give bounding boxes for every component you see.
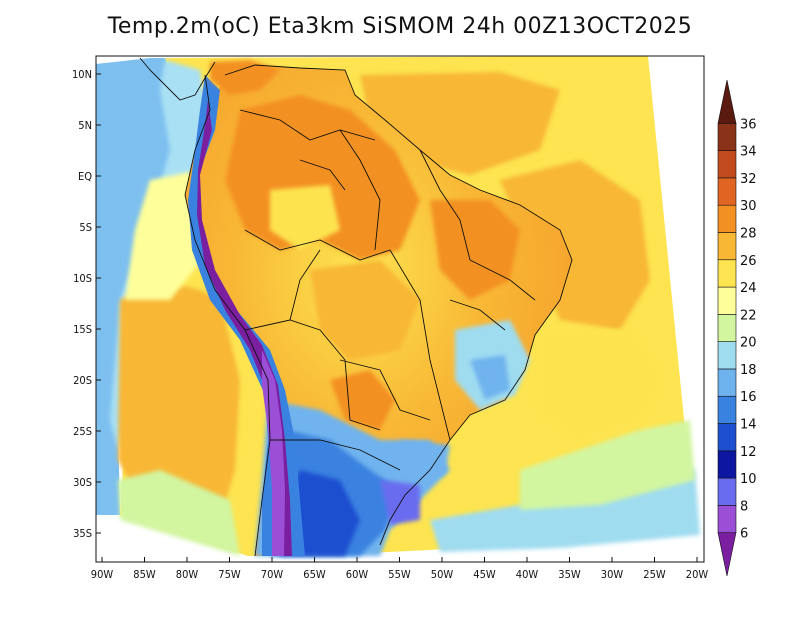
lat-label: 30S	[73, 476, 92, 489]
colorbar-label: 26	[740, 254, 757, 269]
pacific-warm-zone	[118, 285, 240, 520]
colorbar-label: 36	[740, 117, 757, 132]
lon-label: 25W	[643, 568, 666, 581]
lat-label: 25S	[73, 425, 92, 438]
map-title: Temp.2m(oC) Eta3km SiSMOM 24h 00Z13OCT20…	[107, 14, 693, 39]
colorbar-swatch	[717, 505, 737, 534]
colorbar-label: 22	[740, 308, 757, 323]
colorbar-label: 34	[740, 145, 757, 160]
colorbar-swatch	[717, 177, 737, 206]
lon-label: 35W	[558, 568, 581, 581]
lat-label: EQ	[78, 170, 92, 183]
lat-label: 35S	[73, 527, 92, 540]
colorbar-swatch	[717, 122, 737, 151]
country-borders	[184, 64, 573, 557]
lon-label: 55W	[388, 568, 411, 581]
colorbar-swatch	[717, 259, 737, 288]
colorbar-swatch	[717, 341, 737, 370]
andes-purple-core	[262, 350, 285, 556]
lon-label: 80W	[176, 568, 199, 581]
colorbar-label: 30	[740, 199, 757, 214]
colorbar: 6 8 10 12 14 16 18 20 22 24 26 28 30 32 34 36	[717, 79, 757, 577]
lon-label: 85W	[133, 568, 156, 581]
lon-label: 70W	[261, 568, 284, 581]
colorbar-label: 20	[740, 336, 757, 351]
colorbar-label: 6	[740, 527, 748, 542]
colorbar-swatch	[717, 79, 737, 124]
lon-label: 40W	[516, 568, 539, 581]
lat-label: 5N	[78, 119, 92, 132]
colorbar-label: 24	[740, 281, 757, 296]
colorbar-label: 32	[740, 172, 757, 187]
colorbar-swatch	[717, 450, 737, 479]
colorbar-swatch	[717, 395, 737, 424]
pantanal-hot-zone	[330, 370, 395, 430]
colorbar-label: 28	[740, 226, 757, 241]
rio-grande-cool	[400, 440, 450, 480]
colorbar-swatch	[717, 150, 737, 179]
northern-coast	[210, 60, 280, 95]
lon-label: 75W	[218, 568, 241, 581]
temperature-map	[96, 56, 700, 557]
lat-label: 15S	[73, 323, 92, 336]
colorbar-swatch	[717, 286, 737, 315]
latitude-axis: 10N 5N EQ 5S 10S 15S 20S 25S 30S 35S	[72, 68, 101, 540]
lon-label: 60W	[346, 568, 369, 581]
atlantic-warm-patch-east	[500, 160, 650, 330]
colorbar-label: 10	[740, 472, 757, 487]
colorbar-swatch	[717, 232, 737, 261]
colorbar-label: 8	[740, 499, 748, 514]
south-pacific-cool	[118, 470, 240, 556]
southeast-cooler-zone	[470, 355, 510, 400]
colorbar-swatch	[717, 204, 737, 233]
longitude-axis: 90W 85W 80W 75W 70W 65W 60W 55W 50W 45W 40W 35W 30W 2…	[91, 557, 709, 581]
colorbar-swatch	[717, 477, 737, 506]
colorbar-label: 14	[740, 418, 757, 433]
south-atlantic-green	[520, 420, 695, 510]
lon-label: 20W	[686, 568, 709, 581]
lon-label: 45W	[473, 568, 496, 581]
lat-label: 20S	[73, 374, 92, 387]
central-warm-zone	[310, 260, 420, 360]
colorbar-swatch	[717, 423, 737, 452]
colorbar-swatch	[717, 532, 737, 577]
lat-label: 5S	[79, 221, 92, 234]
lon-label: 65W	[303, 568, 326, 581]
lat-label: 10N	[72, 68, 92, 81]
lon-label: 90W	[91, 568, 114, 581]
atlantic-warm-patch-south	[540, 330, 660, 440]
lon-label: 30W	[601, 568, 624, 581]
lat-label: 10S	[73, 272, 92, 285]
colorbar-label: 18	[740, 363, 757, 378]
colorbar-swatch	[717, 368, 737, 397]
colorbar-swatch	[717, 314, 737, 342]
colorbar-label: 16	[740, 390, 757, 405]
central-america-coast	[139, 57, 216, 101]
northeast-hot-zone	[430, 200, 520, 300]
central-yellow-zone	[270, 185, 340, 250]
andes-high-peaks	[197, 100, 292, 556]
lon-label: 50W	[431, 568, 454, 581]
colorbar-label: 12	[740, 445, 757, 460]
